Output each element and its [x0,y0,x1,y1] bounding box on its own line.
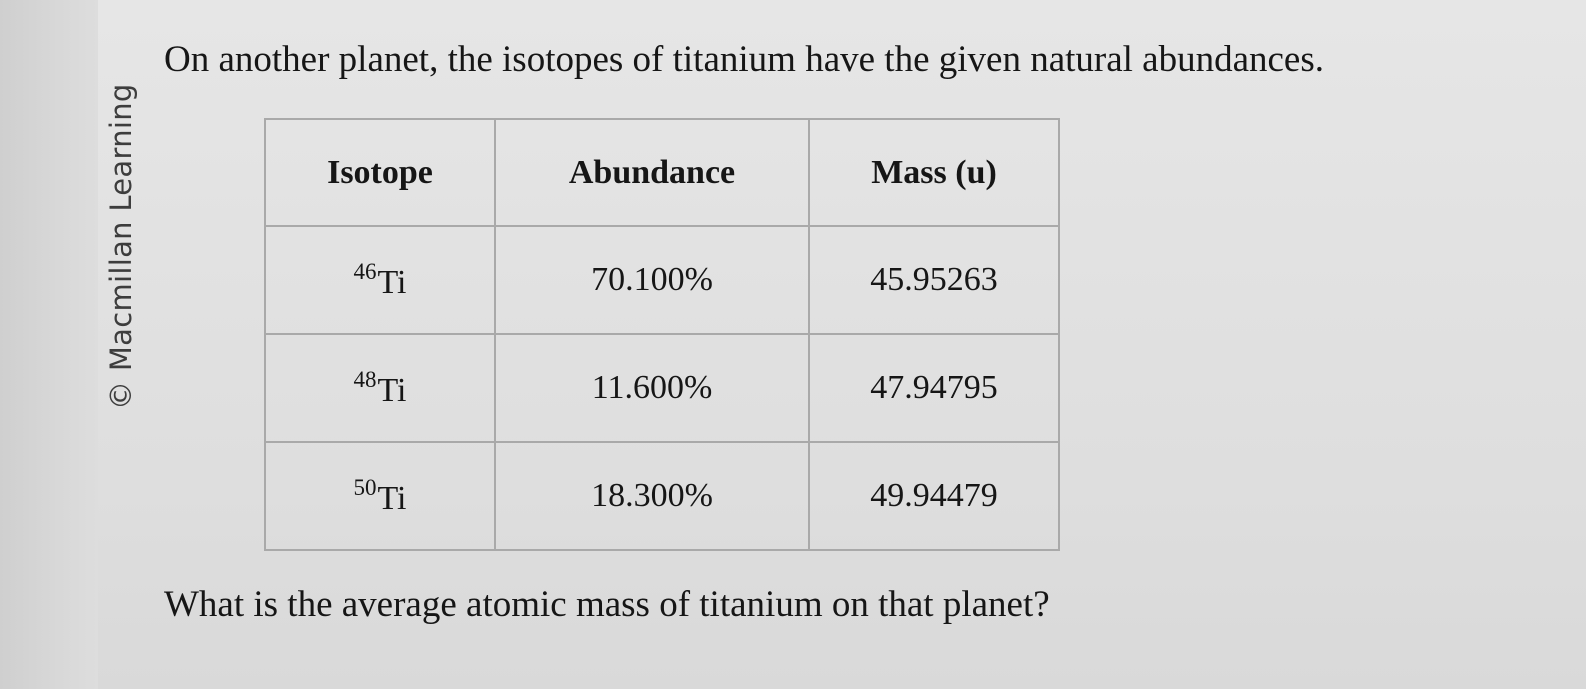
question-text: On another planet, the isotopes of titan… [164,39,1325,80]
table-row: 48Ti 11.600% 47.94795 [264,333,1060,443]
mass-cell: 45.95263 [808,225,1060,335]
mass-number: 48 [353,366,377,392]
table-row: 50Ti 18.300% 49.94479 [264,441,1060,551]
header-mass: Mass (u) [808,118,1060,227]
mass-number: 46 [353,258,377,284]
mass-number: 50 [353,474,377,500]
isotope-cell: 46Ti [264,225,496,335]
left-margin [0,0,98,689]
copyright-watermark: © Macmillan Learning [104,83,138,410]
table-header-row: Isotope Abundance Mass (u) [264,118,1060,227]
isotope-cell: 50Ti [264,441,496,551]
header-abundance: Abundance [494,118,810,227]
abundance-cell: 70.100% [494,225,810,335]
header-isotope: Isotope [264,118,496,227]
mass-cell: 47.94795 [808,333,1060,443]
abundance-cell: 18.300% [494,441,810,551]
element-symbol: Ti [377,371,407,409]
element-symbol: Ti [377,263,407,301]
element-symbol: Ti [377,479,407,517]
isotope-cell: 48Ti [264,333,496,443]
abundance-cell: 11.600% [494,333,810,443]
followup-question: What is the average atomic mass of titan… [164,584,1050,625]
mass-cell: 49.94479 [808,441,1060,551]
table-row: 46Ti 70.100% 45.95263 [264,225,1060,335]
isotope-table: Isotope Abundance Mass (u) 46Ti 70.100% … [264,118,1060,551]
